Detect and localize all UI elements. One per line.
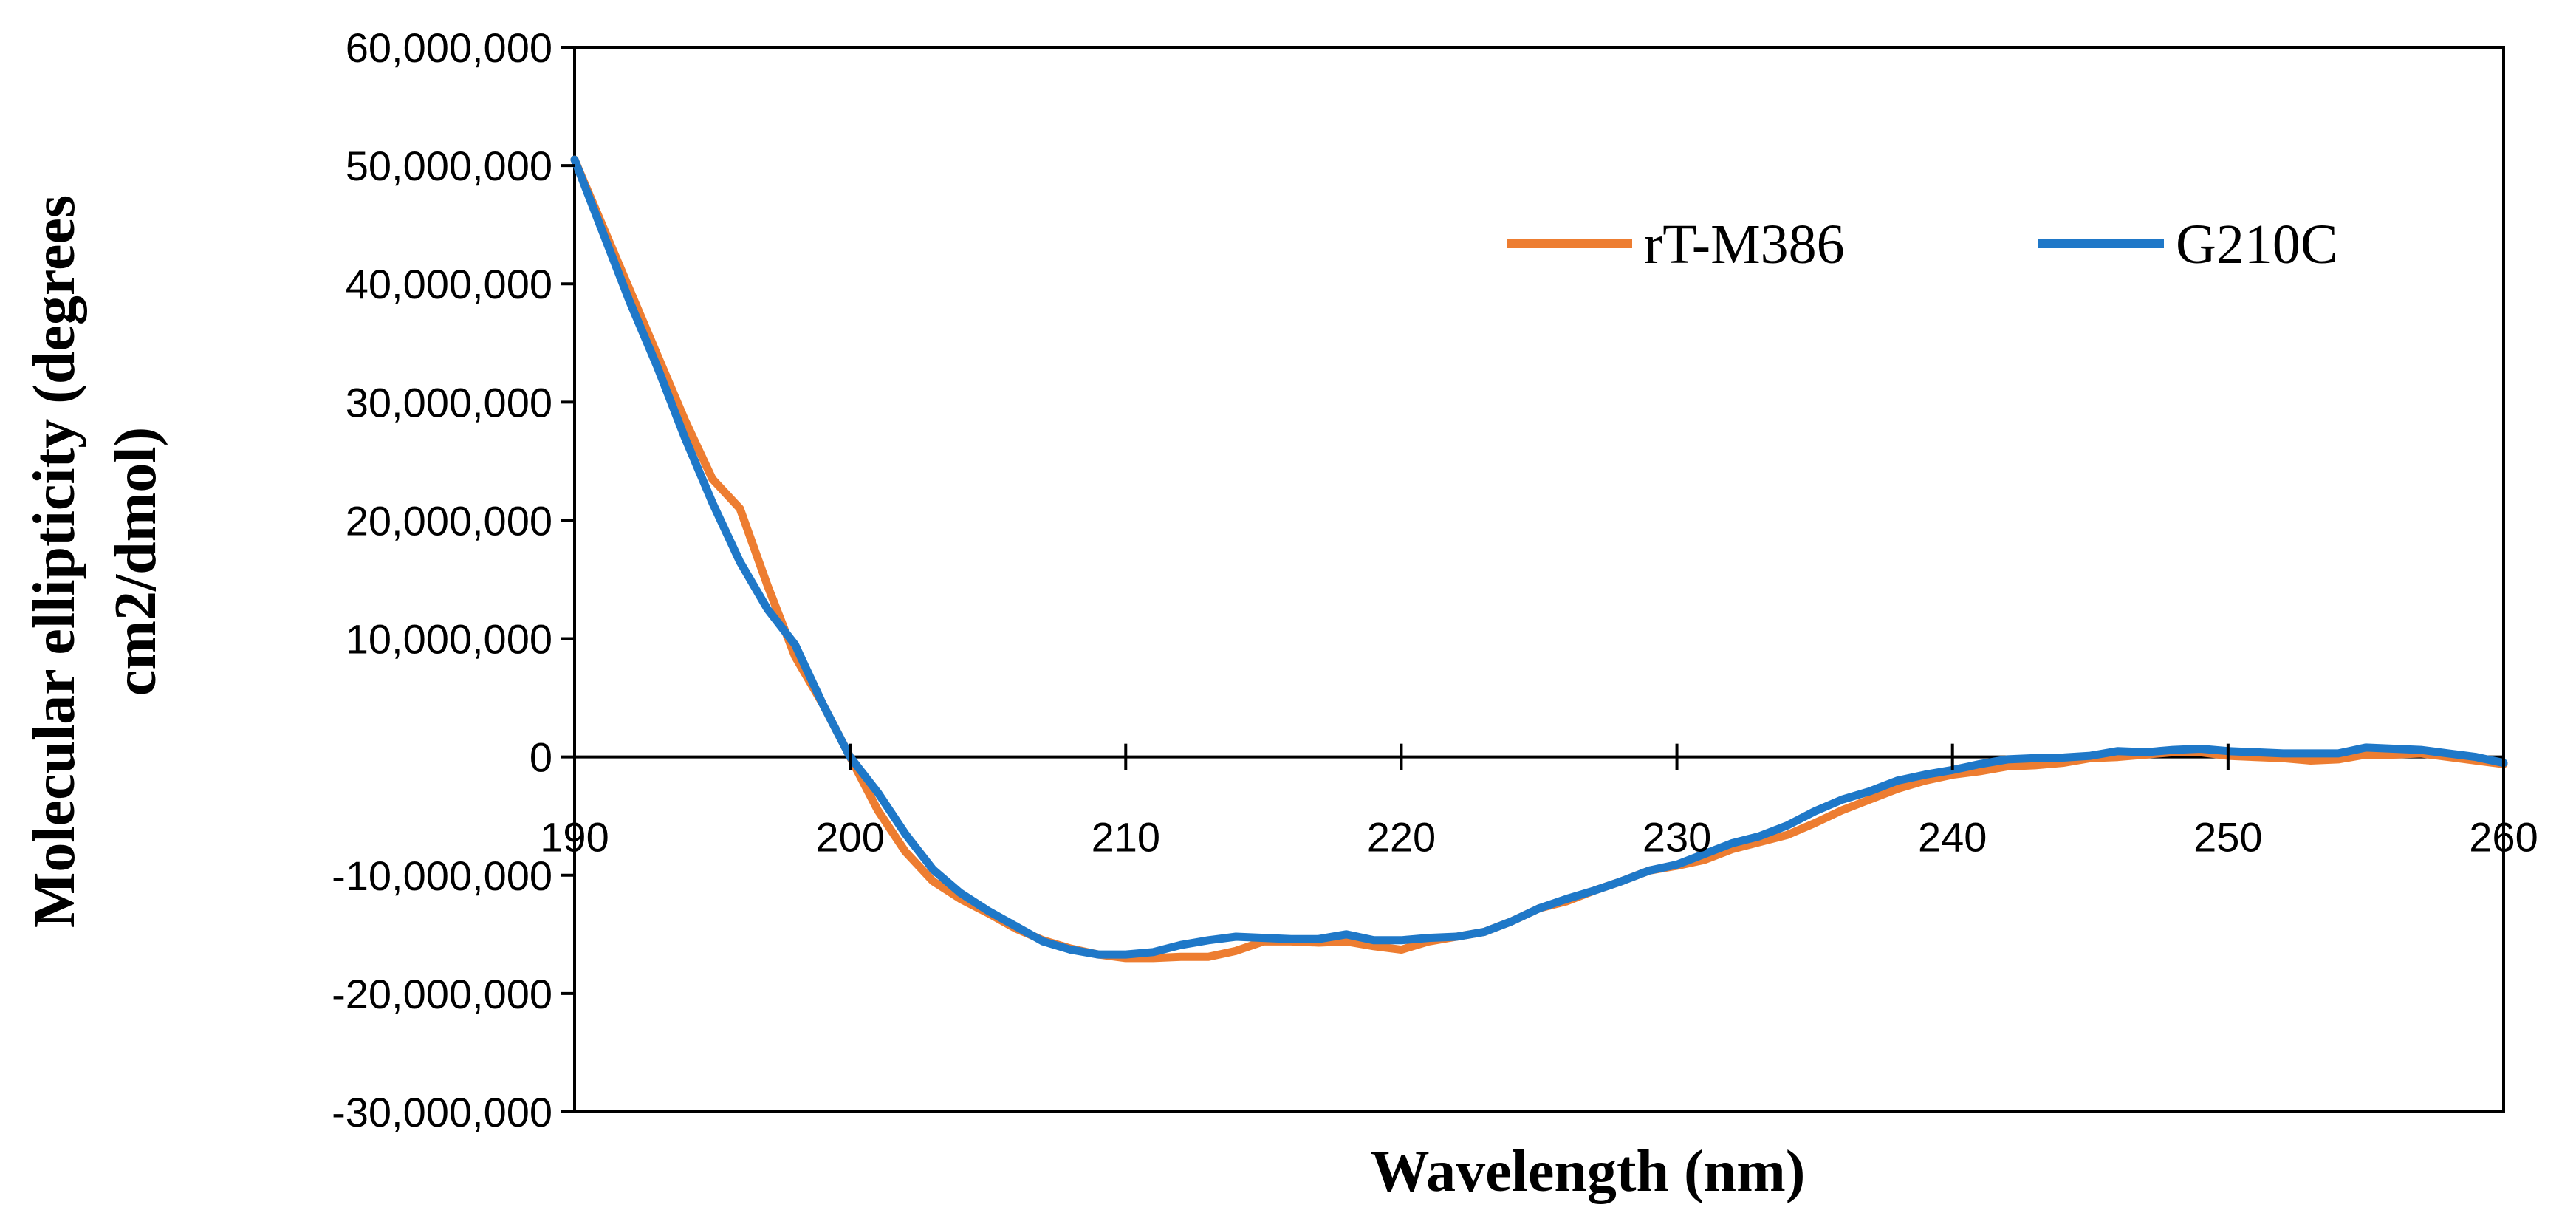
series-layer: [570, 155, 2508, 963]
y-tick-label: 20,000,000: [346, 497, 552, 544]
y-tick-label: 10,000,000: [346, 616, 552, 663]
y-axis-title-line-1: Molecular ellipticity (degrees: [22, 195, 87, 928]
x-axis-title: Wavelength (nm): [1371, 1139, 1806, 1204]
x-tick-label: 220: [1367, 814, 1436, 861]
x-tick-label: 240: [1918, 814, 1987, 861]
x-tick-label: 260: [2469, 814, 2538, 861]
y-tick-label: -20,000,000: [332, 971, 552, 1017]
y-tick-label: 30,000,000: [346, 379, 552, 426]
legend-label-rt-m386: rT-M386: [1644, 213, 1845, 276]
x-tick-label: 230: [1642, 814, 1711, 861]
series-line-g210c: [570, 155, 2508, 959]
y-tick-label: 40,000,000: [346, 261, 552, 307]
legend-label-g210c: G210C: [2176, 213, 2338, 276]
x-tick-label: 190: [540, 814, 609, 861]
x-axis-ticks: 190 200 210 220 230 240 250 260: [540, 743, 2538, 861]
plot-border: [573, 46, 2505, 1113]
plot-area: [573, 46, 2505, 1113]
y-tick-label: -10,000,000: [332, 852, 552, 899]
y-axis-title-line-2: cm2/dmol): [103, 427, 168, 696]
y-tick-label: 50,000,000: [346, 143, 552, 189]
x-tick-label: 200: [815, 814, 884, 861]
y-tick-label: 60,000,000: [346, 24, 552, 71]
y-axis-ticks: 60,000,000 50,000,000 40,000,000 30,000,000…: [332, 24, 575, 1135]
x-tick-label: 250: [2193, 814, 2262, 861]
y-tick-label: -30,000,000: [332, 1089, 552, 1135]
y-tick-label: 0: [530, 734, 552, 781]
x-tick-label: 210: [1092, 814, 1160, 861]
legend: rT-M386 G210C: [1507, 213, 2338, 276]
